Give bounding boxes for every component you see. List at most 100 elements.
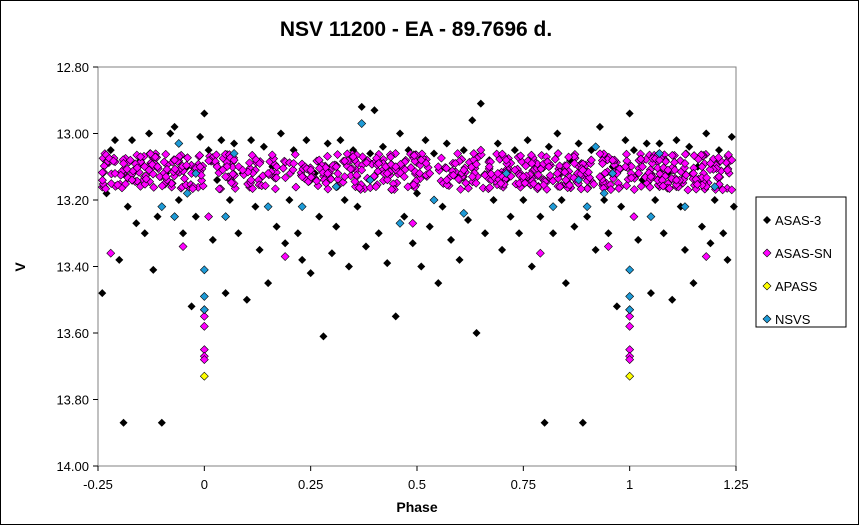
data-point: [270, 184, 280, 194]
data-point: [625, 305, 635, 315]
data-point: [553, 129, 562, 138]
data-point: [141, 174, 151, 184]
data-point: [625, 292, 635, 301]
data-point: [242, 295, 251, 304]
data-point: [459, 165, 469, 175]
data-point: [260, 181, 270, 191]
data-point: [217, 136, 226, 145]
data-point: [450, 159, 460, 168]
data-point: [680, 245, 689, 254]
data-point: [727, 185, 737, 195]
data-point: [702, 129, 711, 138]
data-point: [182, 188, 192, 198]
data-point: [436, 153, 446, 163]
data-point: [125, 155, 135, 165]
data-point: [354, 183, 364, 193]
data-point: [323, 139, 332, 148]
data-point: [692, 179, 702, 189]
data-point: [204, 212, 214, 222]
data-point: [570, 222, 579, 231]
data-point: [501, 155, 511, 165]
data-point: [442, 163, 451, 173]
data-point: [536, 212, 545, 221]
data-point: [340, 172, 350, 182]
data-point: [170, 155, 179, 165]
data-point: [357, 102, 366, 111]
data-point: [564, 152, 574, 162]
data-point: [213, 176, 222, 185]
data-point: [729, 202, 738, 211]
data-point: [149, 265, 158, 274]
data-point: [467, 172, 477, 182]
data-point: [195, 150, 205, 160]
data-point: [544, 142, 553, 151]
data-point: [591, 142, 601, 152]
data-point: [680, 202, 690, 212]
data-point: [689, 279, 698, 288]
x-tick-label: 0: [201, 477, 208, 492]
data-point: [553, 149, 563, 158]
data-point: [425, 222, 434, 231]
data-point: [272, 173, 281, 183]
data-point: [680, 159, 690, 168]
data-point: [199, 355, 209, 365]
data-point: [400, 212, 409, 221]
data-point: [489, 196, 498, 204]
data-point: [332, 222, 341, 231]
data-point: [501, 168, 511, 178]
y-tick-label: 12.80: [56, 60, 89, 75]
data-point: [471, 178, 481, 188]
data-point: [589, 179, 599, 189]
data-point: [221, 172, 231, 182]
data-point: [468, 116, 477, 125]
data-point: [264, 279, 273, 288]
data-point: [685, 142, 694, 151]
data-point: [391, 312, 400, 321]
data-point: [442, 139, 451, 148]
data-point: [561, 175, 571, 185]
data-point: [280, 252, 290, 261]
data-point: [612, 302, 621, 311]
legend-label: ASAS-3: [775, 213, 821, 228]
data-point: [629, 185, 639, 195]
data-point: [544, 162, 554, 172]
data-point: [549, 229, 558, 238]
data-point: [646, 172, 656, 182]
data-point: [560, 167, 570, 177]
data-point: [617, 202, 626, 211]
data-point: [578, 418, 587, 427]
data-point: [157, 202, 167, 212]
data-point: [272, 222, 281, 231]
data-point: [123, 202, 132, 211]
data-point: [453, 149, 463, 158]
data-point: [642, 139, 651, 148]
data-point: [714, 146, 723, 155]
data-point: [352, 170, 361, 180]
data-point: [689, 168, 698, 178]
data-point: [106, 179, 116, 189]
data-point: [371, 182, 381, 192]
data-point: [327, 249, 336, 258]
data-point: [629, 212, 639, 222]
data-point: [506, 212, 515, 221]
data-point: [289, 159, 299, 168]
data-point: [221, 289, 230, 298]
x-axis-title: Phase: [396, 499, 437, 515]
data-point: [113, 180, 122, 190]
data-point: [614, 184, 624, 193]
data-point: [434, 279, 443, 288]
data-point: [218, 165, 228, 175]
data-point: [199, 305, 209, 315]
data-point: [671, 180, 681, 190]
data-point: [315, 212, 324, 221]
data-point: [496, 178, 506, 188]
data-point: [293, 229, 302, 238]
data-point: [383, 175, 392, 185]
data-point: [600, 168, 610, 178]
data-point: [636, 154, 646, 164]
data-point: [659, 229, 668, 238]
data-point: [533, 182, 543, 192]
data-point: [395, 129, 404, 138]
legend-label: ASAS-SN: [775, 246, 832, 261]
x-tick-label: 1: [626, 477, 633, 492]
